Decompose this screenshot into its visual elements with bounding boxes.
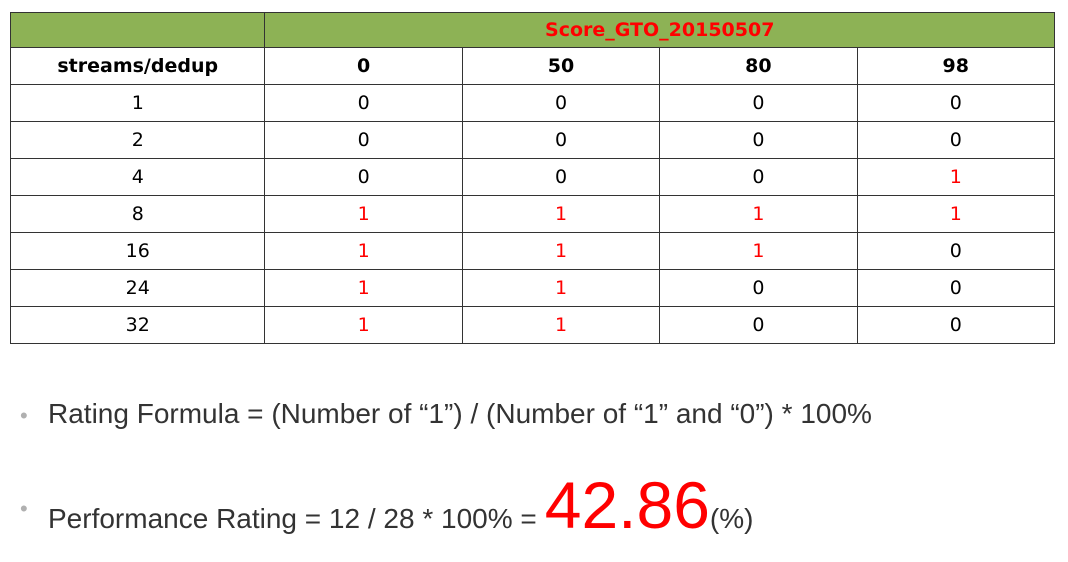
table-cell: 1 <box>856 195 1056 233</box>
table-cell: 0 <box>461 84 661 122</box>
table-cell: 1 <box>659 195 858 233</box>
performance-rating-unit: (%) <box>709 503 754 534</box>
table-cell: 1 <box>264 306 463 344</box>
column-header: 50 <box>461 47 661 85</box>
bullet-marker: • <box>20 496 28 521</box>
table-row: 24 1 1 0 0 <box>9 269 1056 307</box>
table-cell: 1 <box>659 232 858 270</box>
rating-formula-text: Rating Formula = (Number of “1”) / (Numb… <box>48 398 872 429</box>
table-cell: 1 <box>461 195 661 233</box>
row-label: 24 <box>9 269 266 307</box>
performance-rating-value: 42.86 <box>544 468 710 542</box>
table-title-row: Score_GTO_20150507 <box>9 12 1055 48</box>
table-row: 32 1 1 0 0 <box>9 306 1056 344</box>
table-cell: 0 <box>461 121 661 159</box>
row-label: 2 <box>9 121 266 159</box>
table-title: Score_GTO_20150507 <box>264 12 1055 48</box>
table-row: 16 1 1 1 0 <box>9 232 1056 270</box>
table-cell: 1 <box>856 158 1056 196</box>
table-cell: 0 <box>264 84 463 122</box>
table-cell: 1 <box>461 232 661 270</box>
row-label: 4 <box>9 158 266 196</box>
table-cell: 0 <box>264 158 463 196</box>
table-cell: 0 <box>659 269 858 307</box>
table-cell: 1 <box>461 269 661 307</box>
corner-header: streams/dedup <box>9 47 266 85</box>
rating-formula-line: • Rating Formula = (Number of “1”) / (Nu… <box>20 398 872 430</box>
table-cell: 0 <box>659 158 858 196</box>
table-cell: 0 <box>856 84 1056 122</box>
table-cell: 1 <box>264 232 463 270</box>
table-cell: 0 <box>856 306 1056 344</box>
table-cell: 0 <box>264 121 463 159</box>
table-cell: 0 <box>856 232 1056 270</box>
row-label: 1 <box>9 84 266 122</box>
table-cell: 1 <box>264 269 463 307</box>
table-cell: 0 <box>856 121 1056 159</box>
row-label: 8 <box>9 195 266 233</box>
bullet-marker: • <box>20 403 28 428</box>
table-cell: 0 <box>659 306 858 344</box>
performance-rating-text: Performance Rating = 12 / 28 * 100% = <box>48 503 537 534</box>
table-cell: 1 <box>264 195 463 233</box>
table-cell: 0 <box>659 121 858 159</box>
column-header: 98 <box>856 47 1056 85</box>
column-header: 0 <box>264 47 463 85</box>
performance-rating-line: • Performance Rating = 12 / 28 * 100% = … <box>20 472 753 538</box>
score-table-body: Score_GTO_20150507 streams/dedup 0 50 80… <box>9 12 1056 344</box>
row-label: 32 <box>9 306 266 344</box>
table-title-blank-cell <box>9 12 266 48</box>
score-table: Score_GTO_20150507 streams/dedup 0 50 80… <box>9 12 1056 344</box>
row-label: 16 <box>9 232 266 270</box>
table-cell: 0 <box>856 269 1056 307</box>
table-cell: 0 <box>659 84 858 122</box>
table-cell: 0 <box>461 158 661 196</box>
table-cell: 1 <box>461 306 661 344</box>
table-header-row: streams/dedup 0 50 80 98 <box>9 47 1056 85</box>
column-header: 80 <box>659 47 858 85</box>
